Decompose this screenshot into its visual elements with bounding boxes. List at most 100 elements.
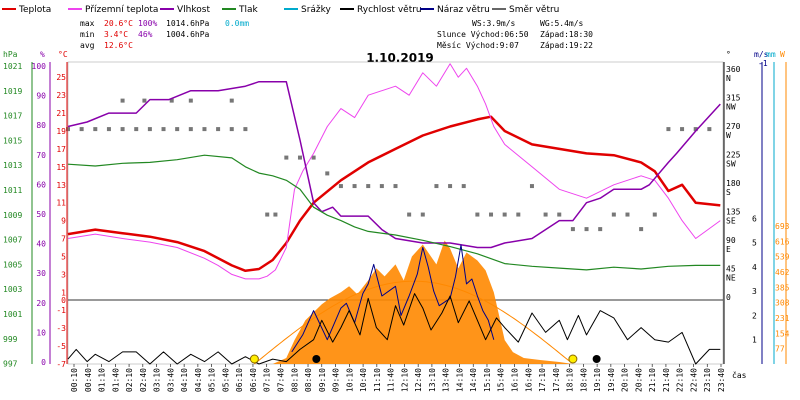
legend-label: Vlhkost (177, 5, 210, 15)
wind-direction-point (693, 127, 698, 132)
dir-label: S (726, 188, 731, 197)
hpa-tick: 1007 (3, 236, 22, 245)
info-block: WS:3.9m/s WG:5.4m/s Slunce Východ:06:50 … (437, 19, 593, 50)
x-tick-label: 21:40 (662, 368, 671, 392)
series-line-1 (67, 63, 721, 280)
hpa-tick: 1013 (3, 161, 22, 170)
dir-tick: 180 (726, 179, 741, 188)
x-tick-label: 08:10 (290, 368, 299, 392)
legend-item-7: Směr větru (492, 5, 559, 15)
x-tick-label: 00:10 (70, 368, 79, 392)
w-tick: 539 (775, 253, 790, 262)
wind-direction-point (366, 184, 371, 189)
x-tick-label: 21:10 (648, 368, 657, 392)
wind-direction-point (134, 127, 139, 132)
w-tick: 77 (775, 345, 785, 354)
wind-direction-point (625, 212, 630, 217)
wind-direction-point (297, 155, 302, 160)
series-line-2 (67, 80, 721, 249)
pct-tick: 80 (36, 121, 46, 130)
dir-tick: 315 (726, 94, 741, 103)
w-tick: 154 (775, 329, 790, 338)
ms-tick: 3 (752, 287, 757, 296)
pct-tick: 0 (41, 358, 46, 367)
wind-direction-point (611, 212, 616, 217)
dir-label: NW (726, 103, 736, 112)
x-tick-label: 10:40 (359, 368, 368, 392)
mm-unit: mm (766, 50, 776, 59)
wind-direction-point (93, 127, 98, 132)
series-line-4 (291, 244, 495, 353)
stat-max-temp: 20.6°C (104, 19, 133, 28)
wind-direction-point (161, 127, 166, 132)
deg-tick: 3 (61, 270, 66, 279)
wind-direction-point (557, 212, 562, 217)
stat-max-hum: 100% (138, 19, 157, 28)
w-tick: 385 (775, 283, 790, 292)
wind-direction-point (243, 127, 248, 132)
wind-direction-point (284, 155, 289, 160)
x-tick-label: 13:10 (428, 368, 437, 392)
x-tick-label: 02:10 (125, 368, 134, 392)
dir-tick: 225 (726, 151, 741, 160)
x-tick-label: 00:40 (84, 368, 93, 392)
hpa-tick: 1001 (3, 310, 22, 319)
ms-tick: 5 (752, 239, 757, 248)
dir-unit: ° (726, 50, 731, 59)
wind-direction-point (216, 127, 221, 132)
pct-tick: 10 (36, 328, 46, 337)
solar-radiation-area (256, 240, 573, 364)
pct-tick: 90 (36, 92, 46, 101)
legend-item-2: Vlhkost (160, 5, 210, 15)
ms-tick: 4 (752, 263, 757, 272)
wind-direction-point (529, 184, 534, 189)
x-tick-label: 23:40 (717, 368, 726, 392)
wind-direction-point (379, 184, 384, 189)
hpa-tick: 1019 (3, 87, 22, 96)
dir-label: SW (726, 160, 736, 169)
wind-direction-point (584, 227, 589, 232)
wind-direction-point (169, 98, 174, 103)
x-tick-label: 16:40 (524, 368, 533, 392)
dir-tick: 360 (726, 65, 741, 74)
x-tick-label: 12:10 (400, 368, 409, 392)
legend-label: Teplota (18, 5, 51, 15)
series-line-0 (67, 115, 721, 273)
deg-tick: 11 (56, 199, 66, 208)
x-tick-label: 20:40 (634, 368, 643, 392)
wind-direction-point (120, 98, 125, 103)
ms-unit: m/s (754, 50, 769, 59)
deg-tick: -1 (56, 306, 66, 315)
wind-direction-point (175, 127, 180, 132)
legend: Teplota Přízemní teplota Vlhkost Tlak Srážky… (2, 5, 559, 15)
hpa-tick: 1009 (3, 211, 22, 220)
legend-label: Směr větru (509, 5, 559, 15)
info-ws: WS:3.9m/s (472, 19, 516, 28)
info-wg: WG:5.4m/s (540, 19, 584, 28)
legend-item-5: Rychlost větru (340, 5, 422, 15)
wind-direction-point (188, 127, 193, 132)
x-tick-label: 17:10 (538, 368, 547, 392)
x-tick-label: 15:40 (497, 368, 506, 392)
x-tick-label: 22:40 (689, 368, 698, 392)
wind-direction-point (434, 184, 439, 189)
hpa-tick: 1021 (3, 62, 22, 71)
stat-avg-temp: 12.6°C (104, 41, 133, 50)
hpa-tick: 1011 (3, 186, 22, 195)
x-tick-label: 09:10 (318, 368, 327, 392)
info-moonrise: Měsíc Východ:9:07 (437, 41, 519, 50)
x-tick-label: 10:10 (345, 368, 354, 392)
wind-direction-point (188, 98, 193, 103)
x-axis: 00:10 00:40 01:10 01:40 02:10 02:40 03:10 03:40… (70, 364, 726, 392)
wind-direction-point (475, 212, 480, 217)
x-tick-label: 06:10 (235, 368, 244, 392)
pct-tick: 100 (32, 62, 47, 71)
legend-label: Náraz větru (437, 5, 490, 15)
wind-direction-point (666, 127, 671, 132)
series-line-5 (67, 293, 721, 365)
ms-tick: 1 (752, 336, 757, 345)
deg-tick: 23 (56, 91, 66, 100)
wind-direction-point (352, 184, 357, 189)
dir-label: E (726, 245, 731, 254)
